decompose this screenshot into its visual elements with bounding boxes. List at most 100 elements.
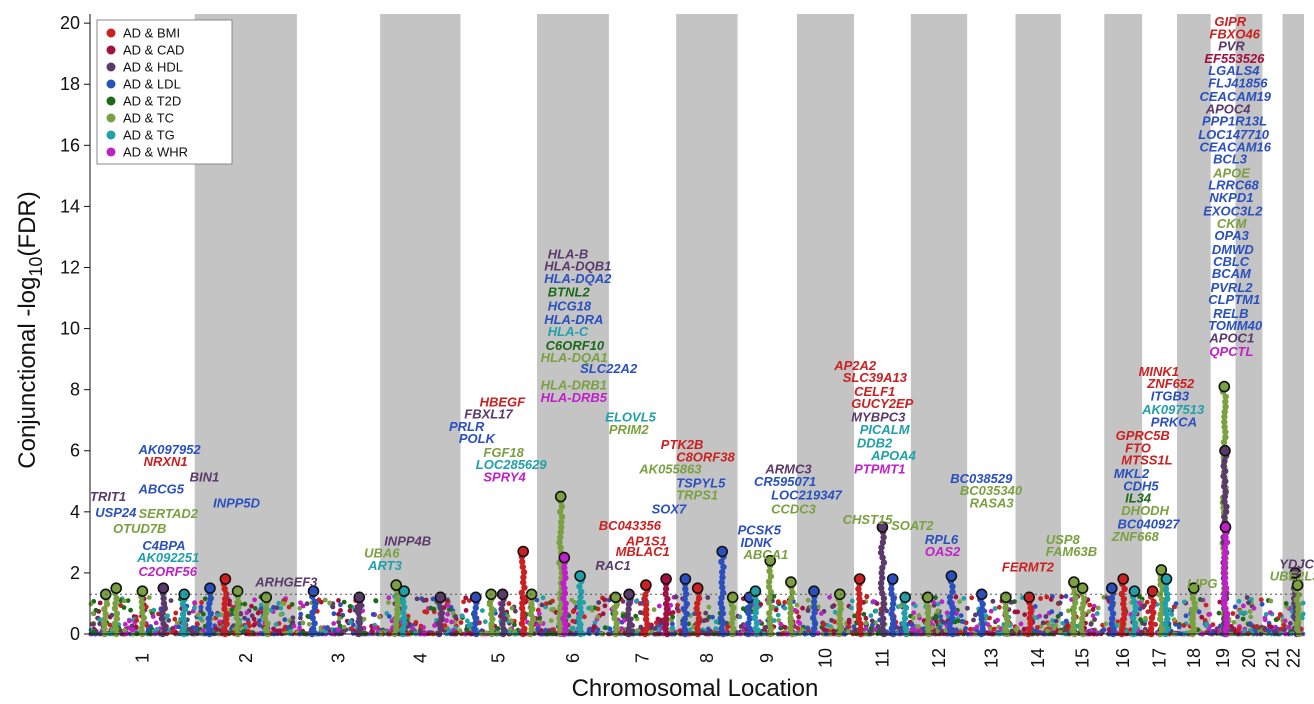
background-point — [464, 618, 470, 624]
peak-top-point — [749, 585, 762, 598]
peak-top-point — [398, 585, 411, 598]
y-tick-label: 0 — [70, 624, 80, 644]
peak-point — [1079, 615, 1086, 622]
background-point — [1051, 626, 1057, 631]
background-point — [775, 612, 781, 618]
peak-point — [766, 594, 773, 601]
gene-label: HLA-DRB1 — [541, 378, 607, 393]
gene-label: APOC1 — [1208, 330, 1254, 345]
background-point — [281, 626, 287, 632]
peak-point — [924, 620, 931, 627]
gene-label: SLC39A13 — [843, 370, 908, 385]
background-point — [551, 606, 556, 612]
gene-label: USP8 — [1046, 532, 1081, 547]
background-point — [963, 626, 969, 631]
peak-point — [611, 615, 618, 622]
peak-point — [811, 604, 818, 611]
background-point — [337, 623, 343, 629]
background-point — [1043, 614, 1049, 619]
background-point — [495, 630, 500, 636]
peak-top-point — [1068, 576, 1080, 588]
peak-point — [717, 615, 724, 622]
gene-label: LRRC68 — [1208, 178, 1259, 193]
x-tick-label: 15 — [1073, 648, 1093, 668]
peak-point — [902, 604, 910, 611]
peak-point — [576, 599, 583, 606]
peak-point — [1147, 620, 1155, 627]
gene-label: CLPTM1 — [1208, 292, 1260, 307]
background-point — [172, 616, 178, 622]
background-point — [97, 617, 103, 623]
gene-label: FBXO46 — [1209, 26, 1260, 41]
peak-point — [205, 625, 213, 633]
background-point — [173, 610, 179, 616]
background-point — [386, 614, 392, 619]
background-point — [289, 602, 295, 607]
peak-point — [311, 598, 319, 606]
background-point — [199, 600, 205, 605]
legend-marker — [106, 45, 116, 55]
peak-point — [879, 539, 887, 546]
peak-point — [521, 625, 528, 632]
gene-label: GIPR — [1214, 14, 1246, 29]
background-point — [1247, 621, 1253, 627]
peak-point — [1107, 605, 1115, 612]
background-point — [911, 615, 916, 621]
peak-point — [1131, 625, 1139, 632]
background-point — [1018, 621, 1024, 627]
background-point — [97, 600, 103, 606]
background-point — [194, 621, 200, 627]
gene-label: TOMM40 — [1208, 318, 1263, 333]
background-point — [1181, 623, 1187, 628]
background-point — [713, 626, 719, 632]
background-point — [449, 619, 454, 625]
peak-point — [558, 523, 565, 531]
peak-point — [683, 610, 690, 618]
background-point — [122, 627, 128, 633]
peak-point — [1163, 610, 1170, 618]
background-point — [863, 620, 869, 626]
legend-label: AD & CAD — [123, 43, 184, 58]
background-point — [778, 621, 784, 627]
peak-point — [1026, 625, 1033, 632]
gene-label: BC043356 — [599, 518, 662, 533]
peak-top-point — [554, 490, 567, 503]
peak-point — [1294, 611, 1302, 618]
peak-point — [235, 604, 242, 611]
gene-label: MTSS1L — [1121, 453, 1172, 468]
peak-point — [888, 610, 895, 618]
background-point — [1248, 614, 1254, 620]
peak-point — [694, 620, 701, 627]
peak-point — [1161, 600, 1169, 608]
background-point — [706, 614, 712, 620]
x-tick-label: 21 — [1262, 648, 1282, 668]
peak-point — [101, 615, 108, 623]
peak-point — [179, 610, 187, 618]
background-point — [300, 620, 306, 626]
background-point — [351, 622, 356, 628]
background-point — [934, 619, 939, 624]
peak-point — [207, 610, 214, 617]
gene-label: MKL2 — [1114, 466, 1150, 481]
background-point — [513, 608, 518, 614]
background-point — [933, 595, 938, 600]
peak-point — [394, 601, 401, 608]
background-point — [797, 621, 803, 626]
peak-top-point — [1188, 582, 1200, 595]
peak-top-point — [353, 591, 366, 604]
peak-point — [1121, 585, 1128, 593]
background-point — [88, 601, 94, 607]
peak-point — [787, 610, 794, 617]
background-point — [347, 604, 353, 609]
gene-label: ELOVL5 — [605, 410, 656, 425]
peak-point — [1027, 609, 1034, 617]
background-point — [424, 609, 430, 615]
peak-point — [766, 615, 773, 622]
background-point — [796, 614, 802, 620]
gene-label: RPL6 — [925, 532, 959, 547]
peak-point — [561, 564, 568, 571]
peak-point — [1164, 625, 1171, 633]
background-point — [361, 616, 367, 622]
background-point — [430, 596, 436, 602]
peak-point — [889, 605, 896, 613]
